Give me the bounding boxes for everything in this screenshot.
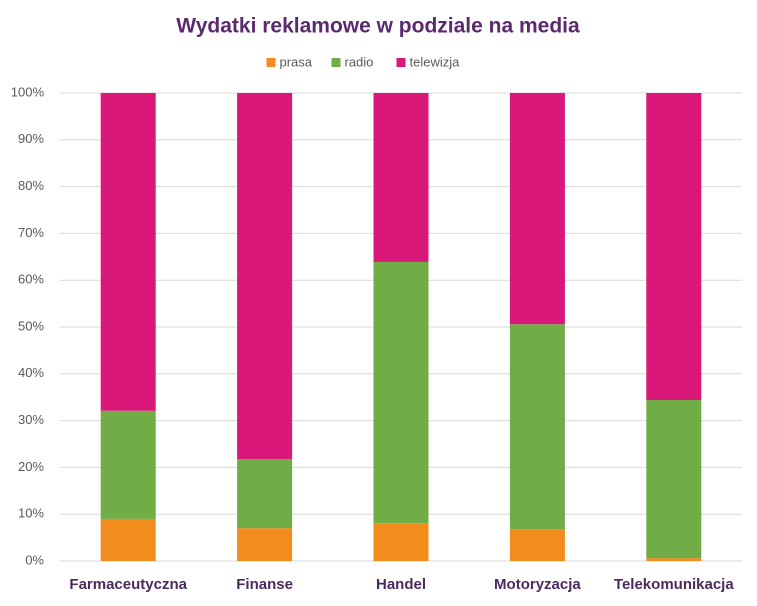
legend-label: radio [345, 54, 374, 69]
bar-segment [646, 558, 702, 561]
y-tick-label: 60% [18, 272, 44, 287]
bar-segment [646, 93, 702, 401]
bar-segment [237, 458, 293, 529]
y-tick-label: 0% [25, 552, 44, 567]
x-tick-label: Telekomunikacja [614, 576, 734, 593]
y-tick-label: 70% [18, 225, 44, 240]
bar-segment [373, 523, 429, 561]
y-tick-label: 40% [18, 365, 44, 380]
legend-swatch [331, 58, 341, 67]
y-tick-label: 50% [18, 318, 44, 333]
bar-segment [237, 93, 293, 459]
y-tick-label: 10% [18, 506, 44, 521]
chart-title: Wydatki reklamowe w podziale na media [176, 15, 580, 38]
bar-segment [100, 518, 156, 561]
bar-segment [509, 529, 565, 561]
x-tick-label: Finanse [236, 576, 293, 593]
y-tick-label: 90% [18, 131, 44, 146]
y-tick-label: 100% [11, 84, 45, 99]
bar-segment [100, 410, 156, 519]
legend-swatch [266, 58, 276, 67]
bar-segment [509, 93, 565, 325]
legend-label: telewizja [410, 54, 461, 69]
y-tick-label: 80% [18, 178, 44, 193]
y-tick-label: 30% [18, 412, 44, 427]
bar-segment [373, 93, 429, 262]
y-tick-label: 20% [18, 459, 44, 474]
legend-swatch [396, 58, 406, 67]
bar-segment [373, 261, 429, 524]
bar-segment [509, 324, 565, 530]
bar-segment [237, 528, 293, 561]
bar-segment [100, 93, 156, 411]
legend-label: prasa [280, 54, 313, 69]
x-tick-label: Handel [376, 576, 426, 593]
bar-segment [646, 400, 702, 559]
x-tick-label: Motoryzacja [494, 576, 581, 593]
x-tick-label: Farmaceutyczna [69, 576, 187, 593]
